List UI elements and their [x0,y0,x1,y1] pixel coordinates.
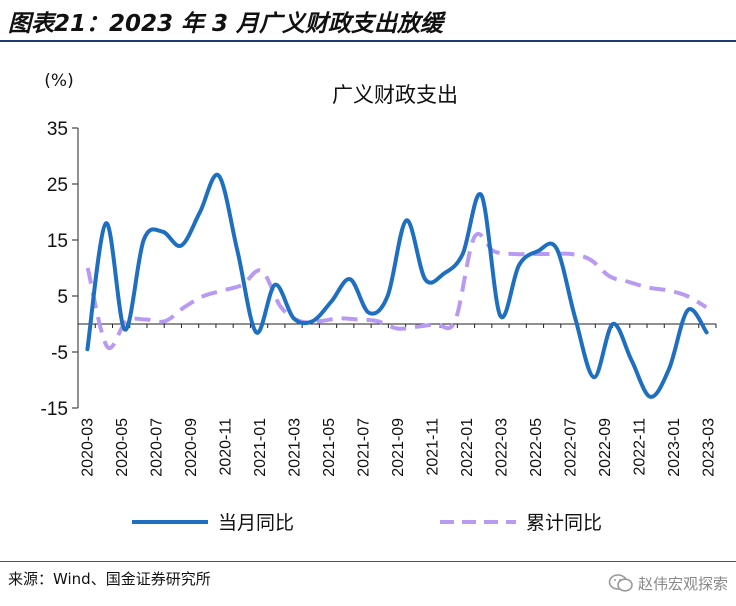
y-tick-label: 35 [47,119,68,140]
x-tick-label: 2021-07 [356,418,373,477]
y-axis-label: (%) [44,71,73,91]
x-tick-label: 2020-03 [80,418,97,477]
y-tick-label: 25 [47,175,68,196]
x-tick-label: 2020-11 [218,418,235,476]
x-tick-label: 2021-11 [424,418,441,476]
watermark: 赵伟宏观探索 [608,566,728,600]
legend-label: 当月同比 [218,512,294,534]
footer-rule [0,561,736,562]
title-rule [0,40,736,42]
x-tick-label: 2023-03 [700,418,717,477]
chart-title: 广义财政支出 [332,83,458,107]
y-tick-label: 5 [57,287,68,308]
x-tick-label: 2022-11 [631,418,648,476]
wechat-icon [608,574,633,592]
x-tick-label: 2021-03 [287,418,304,477]
watermark-text: 赵伟宏观探索 [637,574,728,593]
line-chart: 35 25 15 5 -5 -15 2020-03 2020-05 2020-07 2020-09… [41,71,718,534]
x-tick-label: 2022-03 [493,418,510,477]
x-tick-label: 2020-09 [183,418,200,477]
series-line-cumulative [85,232,708,351]
x-tick-label: 2022-05 [528,418,545,477]
figure-title: 图表21：2023 年 3 月广义财政支出放缓 [8,11,444,37]
y-tick-label: -5 [51,343,68,364]
x-tick-label: 2022-09 [597,418,614,477]
legend: 当月同比 累计同比 [132,512,602,534]
x-tick-label: 2020-07 [149,418,166,477]
x-tick-label: 2021-05 [321,418,338,477]
x-tick-label: 2022-01 [459,418,476,477]
y-tick-label: -15 [41,399,68,420]
x-tick-label: 2021-09 [390,418,407,477]
source-note: 来源：Wind、国金证券研究所 [8,570,211,588]
x-tick-label: 2022-07 [562,418,579,477]
x-tick-label: 2020-05 [114,418,131,477]
plot-area: 35 25 15 5 -5 -15 2020-03 2020-05 2020-07 2020-09… [41,119,718,477]
x-tick-label: 2023-01 [666,418,683,477]
y-tick-label: 15 [47,231,68,252]
legend-label: 累计同比 [526,512,602,534]
series-line-monthly [85,172,709,399]
x-tick-label: 2021-01 [252,418,269,477]
